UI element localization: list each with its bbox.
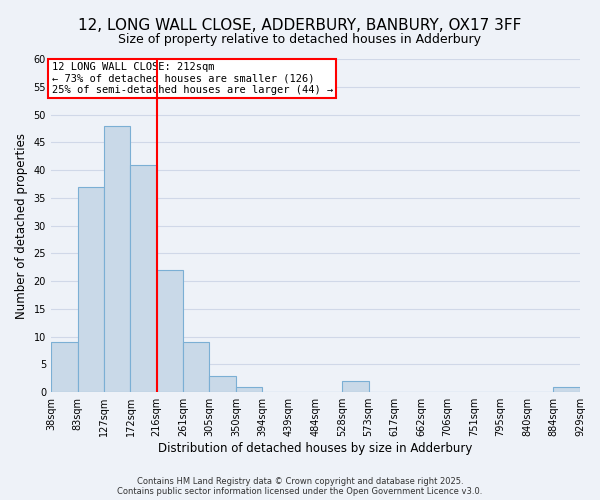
Bar [104,126,130,392]
Bar [184,342,209,392]
Text: 12, LONG WALL CLOSE, ADDERBURY, BANBURY, OX17 3FF: 12, LONG WALL CLOSE, ADDERBURY, BANBURY,… [79,18,521,32]
Bar [553,386,580,392]
Bar [130,164,157,392]
Text: 12 LONG WALL CLOSE: 212sqm
← 73% of detached houses are smaller (126)
25% of sem: 12 LONG WALL CLOSE: 212sqm ← 73% of deta… [52,62,333,95]
Bar [77,186,104,392]
Bar [236,386,262,392]
Bar [209,376,236,392]
Text: Contains HM Land Registry data © Crown copyright and database right 2025.
Contai: Contains HM Land Registry data © Crown c… [118,476,482,496]
Y-axis label: Number of detached properties: Number of detached properties [15,132,28,318]
Bar [51,342,77,392]
Bar [342,381,368,392]
Bar [157,270,184,392]
Text: Size of property relative to detached houses in Adderbury: Size of property relative to detached ho… [119,32,482,46]
X-axis label: Distribution of detached houses by size in Adderbury: Distribution of detached houses by size … [158,442,473,455]
